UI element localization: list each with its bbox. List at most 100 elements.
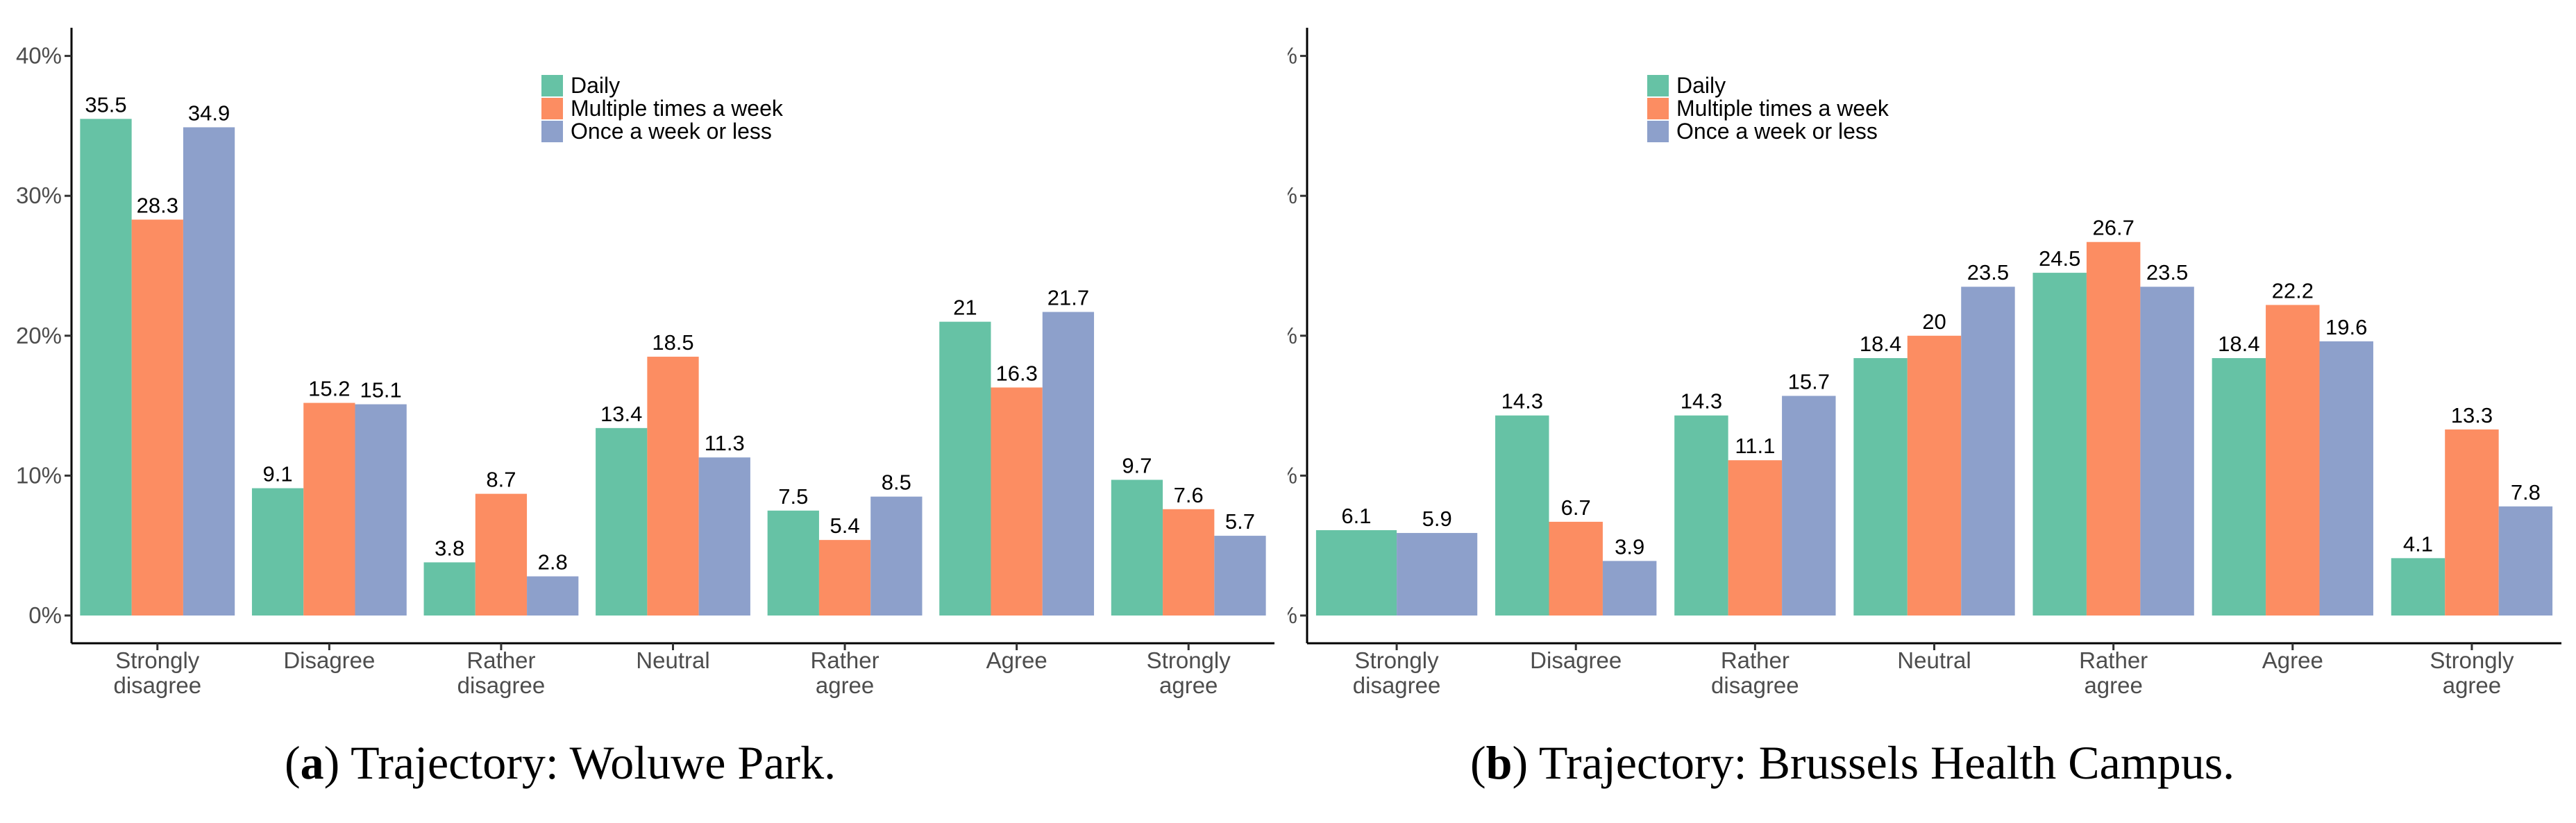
- x-tick-label: disagree: [113, 672, 201, 698]
- data-label: 5.7: [1225, 509, 1255, 534]
- data-label: 3.8: [435, 536, 464, 560]
- data-label: 5.9: [1422, 507, 1452, 531]
- data-label: 9.1: [263, 462, 293, 486]
- data-label: 11.1: [1735, 434, 1775, 458]
- x-tick-label: agree: [816, 672, 874, 698]
- y-tick-label: 0%: [28, 602, 62, 628]
- data-label: 16.3: [995, 361, 1037, 385]
- chart-woluwe-park: 0%10%20%30%40%35.528.334.9Stronglydisagr…: [16, 28, 1274, 698]
- x-tick-label: disagree: [1711, 672, 1799, 698]
- bar: [767, 510, 819, 616]
- data-label: 22.2: [2272, 278, 2314, 303]
- y-tick-label: 20%: [16, 323, 62, 348]
- bar: [698, 457, 750, 616]
- data-label: 18.5: [652, 330, 693, 355]
- data-label: 6.7: [1561, 495, 1591, 520]
- bar: [2212, 358, 2266, 616]
- chart-brussels-health-campus: 0%10%20%30%40%6.15.9Stronglydisagree14.3…: [1288, 28, 2561, 698]
- bar: [2498, 506, 2553, 616]
- x-tick-label: Disagree: [283, 647, 375, 673]
- legend-label: Multiple times a week: [1676, 96, 1889, 121]
- x-tick-label: Disagree: [1530, 647, 1622, 673]
- bar: [1495, 415, 1549, 616]
- x-tick-label: Strongly: [2430, 647, 2514, 673]
- data-label: 7.5: [778, 484, 808, 509]
- x-tick-label: Rather: [811, 647, 879, 673]
- data-label: 26.7: [2092, 216, 2134, 240]
- legend-swatch: [541, 75, 563, 96]
- bar: [355, 404, 407, 616]
- x-tick-label: Strongly: [115, 647, 200, 673]
- data-label: 18.4: [1860, 332, 1901, 356]
- x-tick-label: Rather: [1721, 647, 1790, 673]
- data-label: 7.8: [2511, 480, 2541, 504]
- bar: [1315, 530, 1397, 616]
- y-tick-label: 40%: [1288, 43, 1297, 69]
- x-tick-label: Neutral: [1897, 647, 1971, 673]
- bar: [1728, 460, 1783, 616]
- data-label: 8.7: [486, 468, 516, 492]
- y-tick-label: 10%: [16, 462, 62, 488]
- bar: [2086, 241, 2141, 616]
- data-label: 6.1: [1341, 504, 1371, 528]
- bar: [303, 402, 355, 616]
- bar: [1961, 287, 2015, 616]
- y-tick-label: 30%: [16, 183, 62, 208]
- bar: [2319, 341, 2373, 616]
- data-label: 11.3: [705, 431, 745, 455]
- data-label: 23.5: [1967, 260, 2009, 285]
- bar: [2445, 429, 2499, 616]
- bar: [1111, 480, 1163, 616]
- data-label: 8.5: [882, 470, 911, 495]
- x-tick-label: Neutral: [636, 647, 709, 673]
- bar: [1163, 509, 1215, 616]
- data-label: 20: [1922, 309, 1946, 334]
- bar: [1042, 312, 1095, 616]
- x-tick-label: Rather: [466, 647, 535, 673]
- bar: [131, 219, 183, 616]
- x-tick-label: Rather: [2079, 647, 2148, 673]
- data-label: 28.3: [137, 193, 178, 217]
- caption-a-text: Trajectory: Woluwe Park.: [351, 736, 836, 789]
- bar: [1602, 561, 1657, 616]
- data-label: 21.7: [1047, 286, 1089, 310]
- data-label: 2.8: [538, 550, 568, 575]
- data-label: 24.5: [2039, 246, 2080, 271]
- data-label: 14.3: [1681, 389, 1722, 414]
- bar: [1674, 415, 1728, 616]
- bar: [870, 496, 923, 616]
- y-tick-label: 20%: [1288, 323, 1297, 348]
- caption-b-text: Trajectory: Brussels Health Campus.: [1538, 736, 2235, 789]
- data-label: 23.5: [2146, 260, 2188, 285]
- data-label: 3.9: [1615, 534, 1644, 559]
- x-tick-label: Strongly: [1147, 647, 1231, 673]
- y-tick-label: 10%: [1288, 462, 1297, 488]
- x-tick-label: agree: [2443, 672, 2501, 698]
- legend-swatch: [541, 98, 563, 119]
- bar: [80, 119, 132, 616]
- bar: [527, 576, 579, 616]
- caption-b: (b) Trajectory: Brussels Health Campus.: [1470, 736, 2235, 789]
- legend-label: Daily: [571, 73, 620, 98]
- legend-label: Daily: [1676, 73, 1726, 98]
- bar: [1853, 358, 1908, 616]
- bar: [251, 488, 304, 616]
- data-label: 35.5: [85, 92, 126, 117]
- data-label: 21: [953, 296, 977, 320]
- x-tick-label: disagree: [457, 672, 546, 698]
- data-label: 14.3: [1501, 389, 1543, 414]
- data-label: 7.6: [1174, 483, 1204, 507]
- bar: [2140, 287, 2194, 616]
- bar: [1782, 396, 1836, 616]
- bar: [475, 493, 528, 616]
- bar: [1549, 521, 1603, 616]
- plot-area: 0%10%20%30%40%6.15.9Stronglydisagree14.3…: [1288, 28, 2561, 698]
- data-label: 19.6: [2325, 315, 2367, 339]
- legend-label: Multiple times a week: [571, 96, 784, 121]
- x-tick-label: agree: [1159, 672, 1218, 698]
- bar: [423, 562, 475, 616]
- data-label: 15.1: [360, 378, 401, 402]
- plot-area: 0%10%20%30%40%35.528.334.9Stronglydisagr…: [16, 28, 1274, 698]
- bar: [1397, 533, 1478, 616]
- legend-label: Once a week or less: [571, 119, 772, 144]
